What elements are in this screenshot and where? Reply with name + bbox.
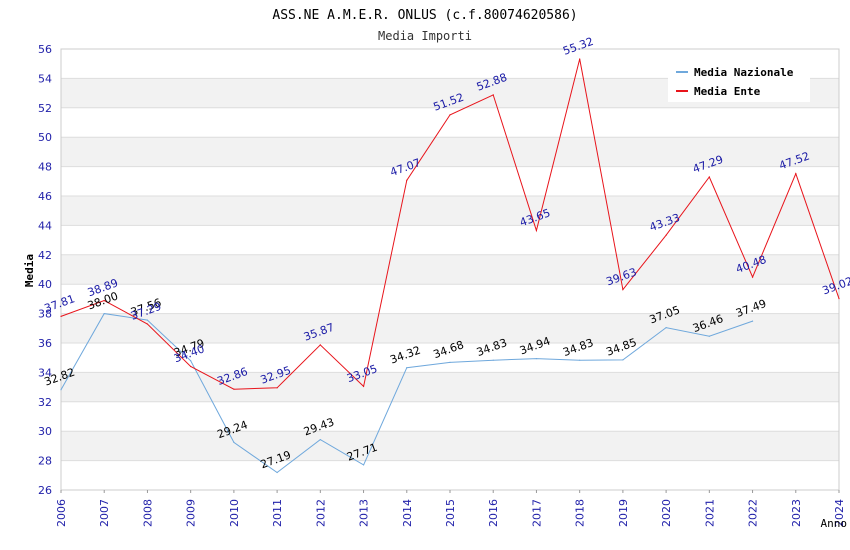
data-point xyxy=(751,320,754,322)
data-point xyxy=(103,313,105,315)
legend-box xyxy=(668,60,810,102)
legend-entry: Media Nazionale xyxy=(694,66,794,79)
x-tick-label: 2016 xyxy=(487,499,500,527)
x-tick-label: 2009 xyxy=(185,499,198,527)
x-tick-label: 2007 xyxy=(98,499,111,527)
data-point xyxy=(319,344,321,346)
data-point xyxy=(622,359,624,361)
data-point xyxy=(406,179,408,181)
data-point xyxy=(492,94,494,96)
data-point xyxy=(535,357,538,360)
x-tick-label: 2017 xyxy=(530,499,543,527)
data-point xyxy=(60,315,62,317)
data-point xyxy=(751,276,754,278)
x-tick-label: 2021 xyxy=(703,499,716,527)
data-point xyxy=(708,335,710,337)
x-tick-label: 2023 xyxy=(790,499,803,527)
data-point xyxy=(60,389,62,391)
data-point xyxy=(492,359,494,361)
y-tick-label: 26 xyxy=(38,484,52,497)
data-point xyxy=(103,299,105,302)
data-point xyxy=(795,173,797,175)
x-tick-label: 2024 xyxy=(833,499,846,527)
data-point xyxy=(233,441,235,443)
data-label: 34.32 xyxy=(388,344,422,367)
data-point xyxy=(665,234,667,236)
y-tick-label: 40 xyxy=(38,278,52,291)
y-tick-label: 30 xyxy=(38,425,52,438)
data-point xyxy=(190,365,192,368)
x-tick-label: 2013 xyxy=(358,499,371,527)
data-point xyxy=(233,388,235,390)
data-point xyxy=(579,359,581,361)
data-point xyxy=(362,385,365,387)
y-tick-label: 54 xyxy=(38,72,52,85)
data-point xyxy=(146,319,149,321)
chart-title: ASS.NE A.M.E.R. ONLUS (c.f.80074620586) xyxy=(272,8,577,23)
y-tick-label: 48 xyxy=(38,161,52,174)
data-point xyxy=(362,464,365,466)
x-tick-label: 2019 xyxy=(617,499,630,527)
y-tick-label: 38 xyxy=(38,308,52,321)
data-point xyxy=(276,387,278,389)
data-label: 55.32 xyxy=(561,35,595,58)
y-tick-label: 46 xyxy=(38,190,52,203)
data-point xyxy=(449,361,451,364)
data-point xyxy=(276,471,278,474)
data-point xyxy=(622,289,624,291)
data-label: 37.81 xyxy=(43,292,77,315)
data-point xyxy=(838,298,840,300)
data-point xyxy=(665,326,667,329)
y-tick-label: 50 xyxy=(38,131,52,144)
x-tick-label: 2014 xyxy=(401,499,414,527)
y-tick-label: 44 xyxy=(38,219,52,232)
data-point xyxy=(579,58,581,60)
grid-band xyxy=(61,254,839,285)
x-tick-label: 2006 xyxy=(55,499,68,527)
data-point xyxy=(449,114,451,116)
legend: Media Nazionale Media Ente xyxy=(668,60,810,102)
data-point xyxy=(319,438,321,441)
y-tick-label: 52 xyxy=(38,102,52,115)
data-point xyxy=(708,176,710,178)
y-tick-label: 42 xyxy=(38,249,52,262)
y-axis-label: Media xyxy=(23,254,36,287)
y-tick-label: 28 xyxy=(38,455,52,468)
y-tick-label: 32 xyxy=(38,396,52,409)
x-tick-label: 2011 xyxy=(271,499,284,527)
data-point xyxy=(190,360,192,362)
data-point xyxy=(146,323,149,325)
x-axis-label: Anno xyxy=(821,517,848,530)
x-tick-label: 2022 xyxy=(747,499,760,527)
grid-band xyxy=(61,137,839,167)
y-tick-label: 36 xyxy=(38,337,52,350)
x-tick-label: 2020 xyxy=(660,499,673,527)
grid-band xyxy=(61,196,839,226)
grid-band xyxy=(61,313,839,343)
x-tick-label: 2015 xyxy=(444,499,457,527)
x-tick-label: 2008 xyxy=(141,499,154,527)
y-tick-label: 34 xyxy=(38,366,52,379)
x-tick-label: 2018 xyxy=(574,499,587,527)
y-tick-label: 56 xyxy=(38,43,52,56)
x-tick-label: 2010 xyxy=(228,499,241,527)
x-tick-label: 2012 xyxy=(314,499,327,527)
chart-subtitle: Media Importi xyxy=(378,29,472,43)
grid-band xyxy=(61,372,839,402)
data-point xyxy=(406,367,408,369)
legend-entry: Media Ente xyxy=(694,85,761,98)
data-point xyxy=(535,229,538,232)
grid-band xyxy=(61,431,839,461)
